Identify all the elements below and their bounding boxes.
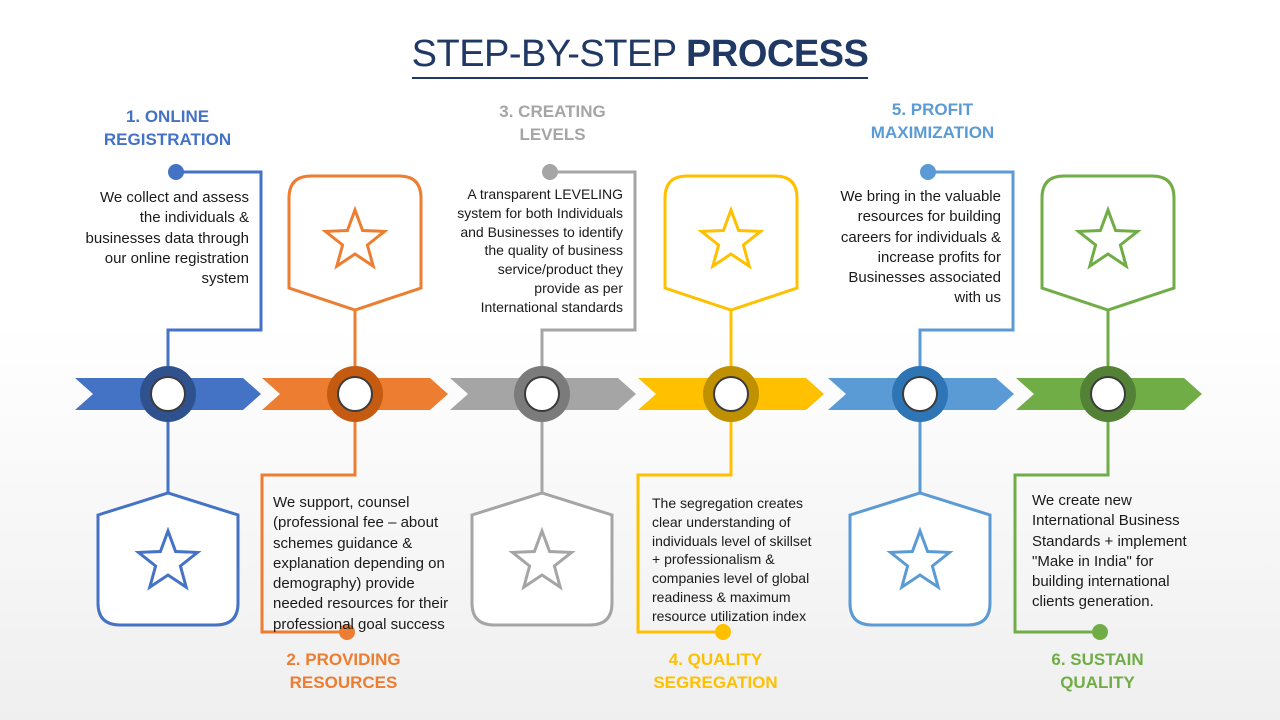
step-6-heading: 6. SUSTAIN QUALITY: [1051, 650, 1144, 692]
step-1-connector: [166, 170, 263, 394]
step-4-heading: 4. QUALITY SEGREGATION: [653, 650, 778, 692]
step-5-badge: [848, 491, 992, 627]
step-2-description: We support, counsel (professional fee – …: [273, 494, 449, 633]
step-6-connector: [1013, 394, 1110, 634]
title-part-1: STEP-BY-STEP: [411, 33, 687, 75]
step-6-description: We create new International Business Sta…: [1032, 492, 1187, 611]
title-part-2: PROCESS: [686, 33, 869, 75]
step-2-badge: [287, 174, 423, 312]
step-4-node-center: [713, 376, 749, 412]
step-5-node-center: [902, 376, 938, 412]
step-3-description: A transparent LEVELING system for both I…: [457, 186, 623, 315]
step-1-heading: 1. ONLINE REGISTRATION: [103, 107, 232, 149]
step-5-heading: 5. PROFIT MAXIMIZATION: [870, 100, 995, 142]
step-2-heading: 2. PROVIDING RESOURCES: [286, 650, 401, 692]
star-icon: [886, 526, 954, 591]
step-6-dot: [1092, 624, 1108, 640]
step-3-dot: [542, 164, 558, 180]
step-2-connector: [260, 394, 357, 634]
step-4-dot: [715, 624, 731, 640]
step-1-node-center: [150, 376, 186, 412]
step-3-heading: 3. CREATING LEVELS: [499, 102, 606, 144]
step-1-dot: [168, 164, 184, 180]
step-3-connector: [540, 170, 637, 394]
step-2-dot: [339, 624, 355, 640]
step-3-badge: [470, 491, 614, 627]
step-1-description: We collect and assess the individuals & …: [85, 189, 249, 288]
step-3-node-center: [524, 376, 560, 412]
step-5-dot: [920, 164, 936, 180]
step-4-description: The segregation creates clear understand…: [652, 495, 812, 624]
step-5-description: We bring in the valuable resources for b…: [840, 188, 1001, 307]
step-1-badge: [96, 491, 240, 627]
page-title: STEP-BY-STEP PROCESS: [0, 32, 1280, 79]
star-icon: [508, 526, 576, 591]
step-2-node-center: [337, 376, 373, 412]
step-4-connector: [636, 394, 733, 634]
step-5-connector: [918, 170, 1015, 394]
step-6-node-center: [1090, 376, 1126, 412]
step-4-badge: [663, 174, 799, 312]
star-icon: [697, 205, 765, 270]
star-icon: [321, 205, 389, 270]
star-icon: [134, 526, 202, 591]
star-icon: [1074, 205, 1142, 270]
step-6-badge: [1040, 174, 1176, 312]
